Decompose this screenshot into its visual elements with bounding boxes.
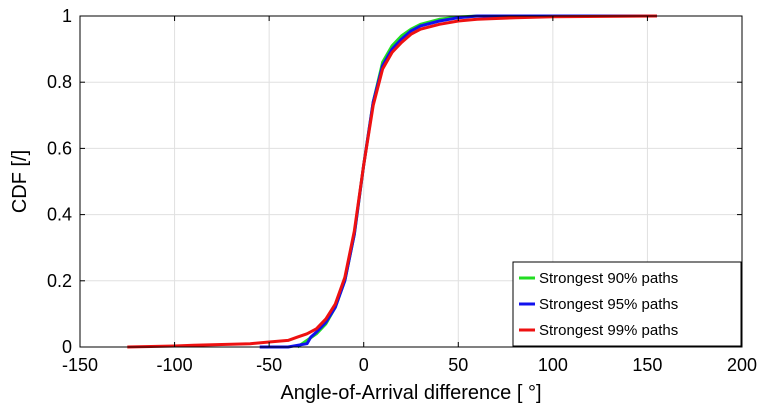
plot-frame bbox=[79, 15, 743, 348]
y-tick-label: 0.8 bbox=[47, 72, 72, 92]
x-tick-label: 50 bbox=[448, 355, 468, 375]
series-line-3 bbox=[127, 14, 657, 349]
y-tick-label: 0 bbox=[62, 337, 72, 357]
legend-box bbox=[512, 261, 742, 347]
legend-label: Strongest 90% paths bbox=[539, 270, 678, 287]
y-tick-label: 0.2 bbox=[47, 271, 72, 291]
y-axis-title: CDF [/] bbox=[9, 150, 31, 213]
y-tick-label: 1 bbox=[62, 6, 72, 26]
x-tick-label: 150 bbox=[632, 355, 662, 375]
x-tick-label: -100 bbox=[157, 355, 193, 375]
x-tick-label: 100 bbox=[538, 355, 568, 375]
x-tick-label: -50 bbox=[256, 355, 282, 375]
x-tick-label: -150 bbox=[62, 355, 98, 375]
legend-label: Strongest 95% paths bbox=[539, 296, 678, 313]
axis-ticks: -150 -100 -50 0 50 100 150 200 0 0.2 0.4 0.6 0.8 1 bbox=[47, 6, 757, 375]
x-tick-label: 0 bbox=[359, 355, 369, 375]
x-axis-title: Angle-of-Arrival difference [ °] bbox=[280, 382, 541, 404]
y-tick-label: 0.6 bbox=[47, 138, 72, 158]
legend: Strongest 90% paths Strongest 95% paths St… bbox=[512, 261, 742, 347]
x-tick-label: 200 bbox=[727, 355, 757, 375]
y-tick-label: 0.4 bbox=[47, 205, 72, 225]
legend-label: Strongest 99% paths bbox=[539, 322, 678, 339]
